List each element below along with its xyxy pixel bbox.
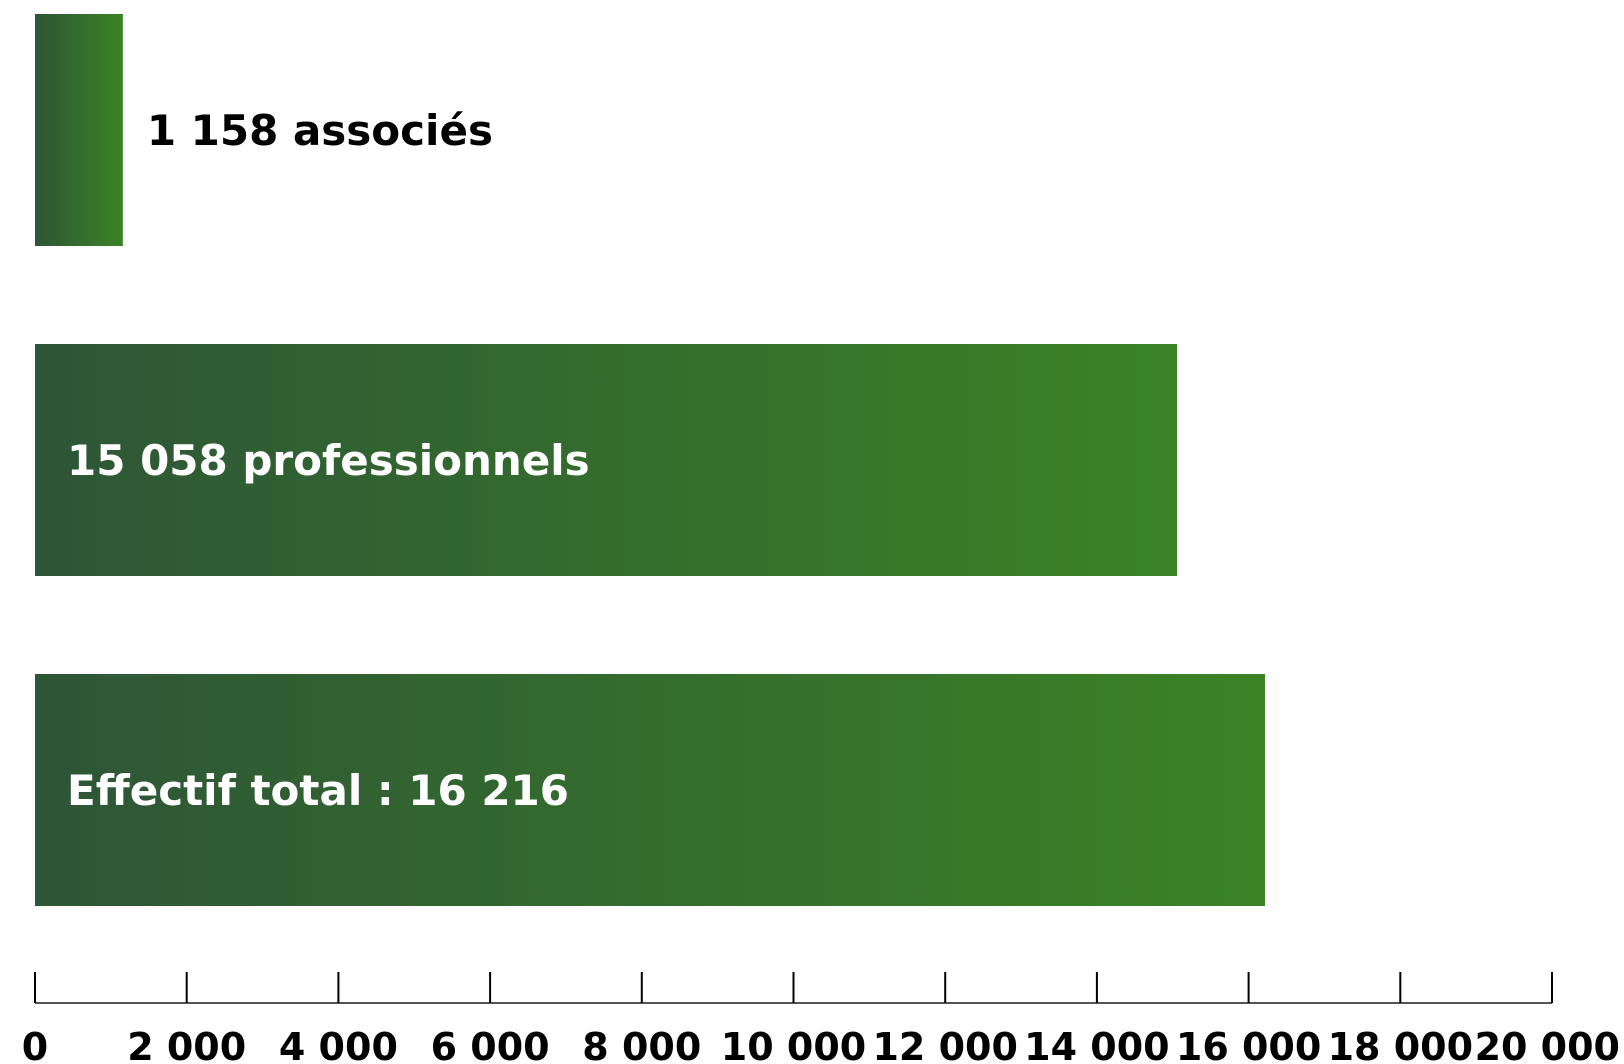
x-tick-label-0: 0 xyxy=(22,1025,48,1064)
bars-layer: 1 158 associés 15 058 professionnels Effec… xyxy=(35,14,1265,906)
bar-label-1: 1 158 associés xyxy=(147,106,493,155)
bar-3 xyxy=(35,674,1265,906)
x-tick-label-6: 12 000 xyxy=(872,1025,1017,1064)
x-tick-label-1: 2 000 xyxy=(127,1025,246,1064)
x-tick-label-7: 14 000 xyxy=(1024,1025,1169,1064)
x-tick-label-8: 16 000 xyxy=(1176,1025,1321,1064)
x-tick-label-4: 8 000 xyxy=(582,1025,701,1064)
x-tick-label-10: 20 000 xyxy=(1475,1025,1620,1064)
x-tick-label-3: 6 000 xyxy=(431,1025,550,1064)
x-tick-label-2: 4 000 xyxy=(279,1025,398,1064)
bar-2 xyxy=(35,344,1178,576)
x-tick-label-9: 18 000 xyxy=(1328,1025,1473,1064)
bar-label-3: Effectif total : 16 216 xyxy=(67,766,569,815)
x-tick-label-5: 10 000 xyxy=(721,1025,866,1064)
bar-label-2: 15 058 professionnels xyxy=(67,436,590,485)
bar-1 xyxy=(35,14,123,246)
